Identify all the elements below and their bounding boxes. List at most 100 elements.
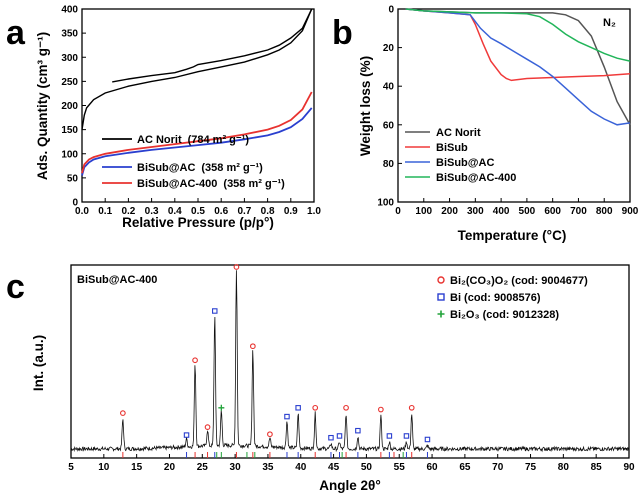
panel-a-x-tick-label: 0.6 [214,206,228,217]
panel-c-diffraction-pattern [70,270,630,453]
panel-c-peak-marker-bi2co3o2 [233,264,240,270]
panel-c-legend-label: Bi (cod: 9008576) [450,292,541,304]
panel-b-x-tick-label: 200 [441,206,458,217]
panel-a-legend-surface-area: (358 m² g⁻¹) [223,178,285,190]
panel-c-peak-marker-bi [336,433,343,439]
panel-c-x-tick-label: 45 [328,462,340,473]
panel-c-peak-marker-bi [386,433,393,439]
panel-c-peak-marker-bi [284,413,290,420]
panel-b-x-tick-label: 0 [395,206,401,217]
panel-b-y-tick-label: 60 [383,120,395,131]
panel-c-xrd-chart: 5 10 15 20 25 30 35 40 45 50 55 60 65 70 75 80 85 90 Bi₂(… [31,264,635,493]
panel-a-x-tick-label: 1.0 [307,206,321,217]
panel-a-x-tick-label: 0.9 [284,206,298,217]
panel-c-peak-marker-bi2co3o2 [378,406,384,413]
panel-c-peak-marker-bi [328,434,334,441]
panel-c-peak-marker-bi [212,308,218,314]
panel-c-x-tick-label: 20 [164,462,176,473]
panel-b-legend-label: BiSub@AC-400 [436,172,516,184]
panel-a-y-tick-label: 250 [61,77,78,88]
panel-b-series-line-bisub [405,8,631,82]
panel-b-y-tick-label: 0 [388,5,394,16]
panel-b-plot-frame [397,8,631,203]
panel-c-peak-marker-bi [403,433,410,439]
panel-a-series-line-ac-norit [81,8,313,130]
panel-a-y-tick-label: 300 [61,53,78,64]
panel-a-y-tick-label: 400 [61,5,78,16]
panel-c-legend-label: Bi₂(CO₃)O₂ (cod: 9004677) [450,275,588,287]
panel-b-y-tick-label: 40 [383,82,395,93]
panel-b-x-tick-label: 300 [467,206,484,217]
panel-b-series-line-bisub-ac [405,8,631,126]
panel-c-x-tick-label: 10 [98,462,110,473]
panel-b-tga-chart: 0 100 200 300 400 500 600 700 800 900020406080100… [358,5,638,244]
panel-c-x-tick-label: 80 [558,462,570,473]
panel-a-x-tick-label: 0.8 [261,206,275,217]
panel-a-legend-surface-area: (358 m² g⁻¹) [201,162,263,174]
panel-c-peak-marker-bi2co3o2 [120,410,126,416]
panel-b-x-axis-label: Temperature (°C) [458,228,567,243]
panel-b-y-axis-label: Weight loss (%) [358,56,373,156]
panel-a-series-line-bisub-ac [81,107,313,176]
panel-a-legend-label: AC Norit [137,134,182,146]
panel-c-peak-marker-bi2co3o2 [267,431,273,438]
panel-b-series-line-ac-norit [405,8,631,126]
panel-a-y-tick-label: 350 [61,29,78,40]
panel-a-legend-label: BiSub@AC [137,162,195,174]
panel-a-x-tick-label: 0.0 [75,206,89,217]
panel-c-x-tick-label: 55 [394,462,406,473]
panel-a-x-tick-label: 0.1 [98,206,112,217]
panel-c-peak-marker-bi2o3 [218,404,225,411]
panel-a-series-line-bisub-ac-400 [81,91,313,174]
panel-c-x-tick-label: 25 [197,462,209,473]
panel-c-legend-circle-marker [437,276,445,284]
panel-a-series-line-ac-norit-desorption [112,8,313,83]
panel-c-peak-marker-bi2co3o2 [249,343,256,350]
panel-c-x-tick-label: 15 [131,462,143,473]
panel-c-peak-marker-bi2co3o2 [192,357,198,364]
panel-a-isotherm-chart: 0.0 0.1 0.2 0.3 0.4 0.5 0.6 0.7 0.8 0.9 1.0 0 50 100 1… [35,5,321,231]
panel-b-x-tick-label: 900 [622,206,638,217]
panel-a-y-tick-label: 0 [72,198,78,209]
panel-b-y-tick-label: 80 [383,159,395,170]
panel-b-y-tick-label: 100 [377,198,394,209]
panel-c-x-tick-label: 40 [295,462,307,473]
panel-b-legend-label: BiSub [436,142,468,154]
panel-a-y-axis-label: Ads. Quantity (cm³ g⁻¹) [35,32,50,180]
panel-b-legend-label: AC Norit [436,127,481,139]
panel-a-y-tick-label: 200 [61,101,78,112]
panel-c-x-axis-label: Angle 2θ° [319,478,380,493]
panel-c-peak-marker-bi [424,436,431,443]
panel-c-legend-plus-marker [437,310,445,318]
panel-c-x-tick-label: 65 [459,462,471,473]
panel-b-atmosphere-annotation: N₂ [603,17,616,29]
panel-c-x-tick-label: 85 [591,462,603,473]
panel-a-y-tick-label: 150 [61,125,78,136]
panel-b-x-tick-label: 700 [570,206,587,217]
panel-c-x-tick-label: 35 [262,462,274,473]
panel-label-c: c [6,268,25,306]
panel-b-x-tick-label: 100 [415,206,432,217]
panel-a-x-axis-label: Relative Pressure (p/p°) [122,215,274,230]
panel-b-series-line-bisub-ac-400 [405,8,631,62]
panel-b-x-tick-label: 400 [493,206,510,217]
panel-c-peak-marker-bi [295,405,301,411]
panel-c-x-tick-label: 90 [623,462,635,473]
panel-c-peak-marker-bi2co3o2 [408,404,415,411]
panel-a-x-tick-label: 0.7 [237,206,251,217]
panel-a-y-tick-label: 50 [67,173,79,184]
panel-b-x-tick-label: 500 [519,206,536,217]
panel-c-x-tick-label: 5 [68,462,74,473]
panel-b-y-tick-label: 20 [383,43,395,54]
panel-c-legend-square-marker [437,293,445,301]
panel-c-plot-frame [70,264,630,459]
panel-c-legend-label: Bi₂O₃ (cod: 9012328) [450,309,559,321]
panel-c-x-tick-label: 75 [525,462,537,473]
panel-a-x-tick-label: 0.4 [168,206,182,217]
panel-b-legend-label: BiSub@AC [436,157,494,169]
panel-label-b: b [332,14,353,52]
panel-c-peak-marker-bi2co3o2 [204,424,211,431]
panel-c-x-tick-label: 60 [426,462,438,473]
panel-a-x-tick-label: 0.3 [145,206,159,217]
